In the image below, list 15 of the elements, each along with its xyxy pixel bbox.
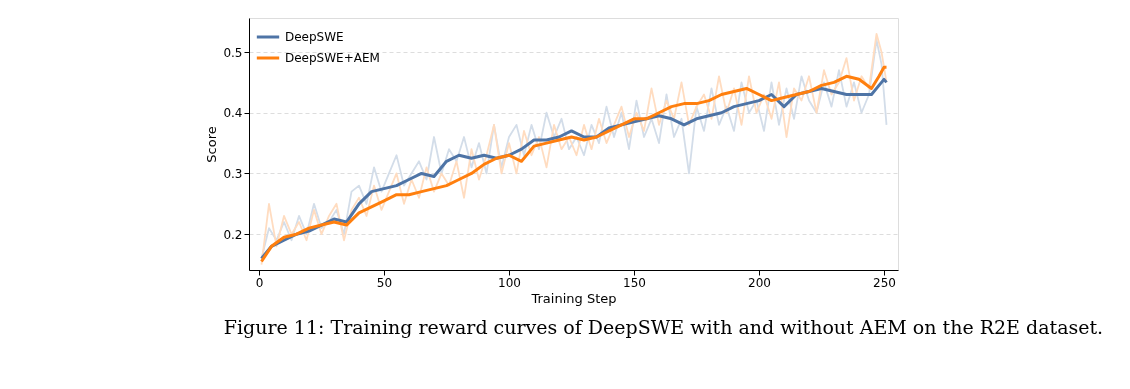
x-tick-label: 250 xyxy=(873,275,896,290)
legend-label: DeepSWE+AEM xyxy=(285,51,380,65)
x-tick-label: 0 xyxy=(255,275,264,290)
x-tick-label: 200 xyxy=(748,275,771,290)
x-tick-label: 150 xyxy=(623,275,646,290)
y-axis-title: Score xyxy=(204,126,220,163)
y-tick-label: 0.3 xyxy=(223,166,243,181)
legend-label: DeepSWE xyxy=(285,30,344,44)
x-tick-label: 50 xyxy=(376,275,393,290)
x-axis-title: Training Step xyxy=(530,290,617,306)
y-tick-label: 0.2 xyxy=(223,227,243,242)
y-tick-label: 0.5 xyxy=(223,45,243,60)
caption: Figure 11: Training reward curves of DeepSWE with and without AEM on the R2E dataset. xyxy=(223,316,1104,338)
x-tick-label: 100 xyxy=(498,275,521,290)
y-tick-label: 0.4 xyxy=(223,106,243,121)
